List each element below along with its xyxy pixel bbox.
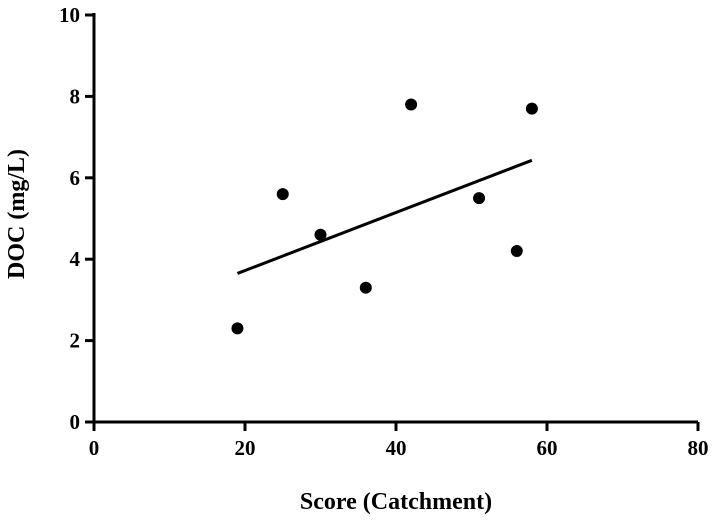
x-tick-label: 20	[235, 436, 256, 460]
data-point	[473, 192, 486, 205]
data-point	[359, 281, 372, 294]
y-tick-label: 0	[70, 410, 81, 434]
y-axis-title: DOC (mg/L)	[4, 149, 30, 279]
y-tick-label: 6	[70, 166, 81, 190]
x-axis-title: Score (Catchment)	[300, 489, 492, 515]
data-points	[231, 98, 538, 335]
x-tick-label: 0	[89, 436, 100, 460]
y-tick-label: 2	[70, 329, 81, 353]
x-tick-label: 60	[537, 436, 558, 460]
y-tick-label: 10	[59, 3, 80, 27]
x-tick-label: 80	[688, 436, 709, 460]
trendline	[236, 158, 533, 275]
axes	[92, 13, 698, 424]
data-point	[405, 98, 418, 111]
y-tick-label: 8	[70, 84, 81, 108]
ticks: 0 2 4 6 8 10 0 20 40 60 80	[59, 3, 709, 460]
trendline-segment	[236, 158, 533, 275]
data-point	[314, 228, 327, 241]
data-point	[525, 102, 538, 115]
y-tick-label: 4	[70, 247, 81, 271]
data-point	[510, 245, 523, 258]
data-point	[276, 188, 289, 201]
data-point	[231, 322, 244, 335]
x-tick-label: 40	[386, 436, 407, 460]
